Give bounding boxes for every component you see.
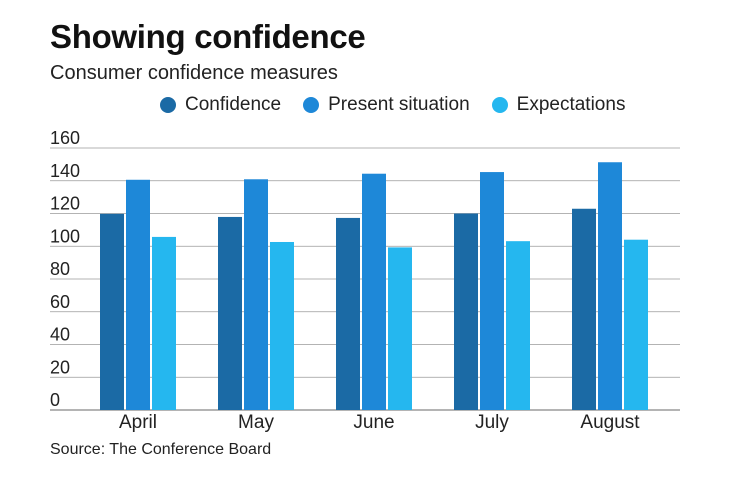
y-tick-label: 160 [50, 128, 80, 148]
legend-swatch-expectations [491, 97, 508, 113]
x-axis-labels: April May June July August [119, 412, 640, 433]
legend-label-present-situation: Present situation [328, 94, 470, 115]
legend-item-expectations: Expectations [491, 94, 626, 116]
legend-label-expectations: Expectations [516, 94, 626, 115]
chart-subtitle: Consumer confidence measures [50, 62, 338, 84]
x-tick-label: June [353, 412, 394, 433]
bar-expectations-april [152, 236, 176, 410]
legend: Confidence Present situation Expectation… [160, 94, 625, 116]
y-axis-labels: 0 20 40 60 80 100 120 140 160 [50, 128, 80, 410]
y-tick-label: 120 [50, 194, 80, 214]
legend-swatch-present-situation [303, 97, 320, 113]
bar-confidence-april [100, 213, 124, 410]
y-tick-label: 60 [50, 292, 70, 312]
bar-confidence-june [336, 217, 360, 410]
y-tick-label: 40 [50, 325, 70, 345]
bar-confidence-may [218, 216, 242, 410]
y-tick-label: 0 [50, 390, 60, 410]
bar-expectations-august [624, 239, 648, 410]
bar-expectations-june [388, 247, 412, 410]
x-tick-label: April [119, 412, 157, 433]
y-tick-label: 80 [50, 259, 70, 279]
bar-confidence-july [454, 213, 478, 410]
bar-present-situation-june [362, 173, 386, 410]
y-tick-label: 20 [50, 357, 70, 377]
bars [100, 162, 648, 410]
bar-present-situation-may [244, 179, 268, 410]
bar-expectations-may [270, 241, 294, 410]
x-tick-label: August [580, 412, 640, 433]
bar-expectations-july [506, 241, 530, 410]
bar-present-situation-april [126, 179, 150, 410]
x-tick-label: July [475, 412, 509, 433]
legend-swatch-confidence [160, 97, 176, 113]
bar-confidence-august [572, 208, 596, 410]
source-note: Source: The Conference Board [50, 441, 272, 458]
legend-item-confidence: Confidence [160, 94, 281, 116]
chart-title: Showing confidence [50, 18, 366, 55]
legend-label-confidence: Confidence [185, 94, 282, 115]
bar-present-situation-august [598, 162, 622, 410]
y-tick-label: 140 [50, 161, 80, 181]
legend-item-present-situation: Present situation [303, 94, 470, 116]
bar-present-situation-july [480, 172, 504, 410]
y-tick-label: 100 [50, 226, 80, 246]
x-tick-label: May [238, 412, 274, 433]
